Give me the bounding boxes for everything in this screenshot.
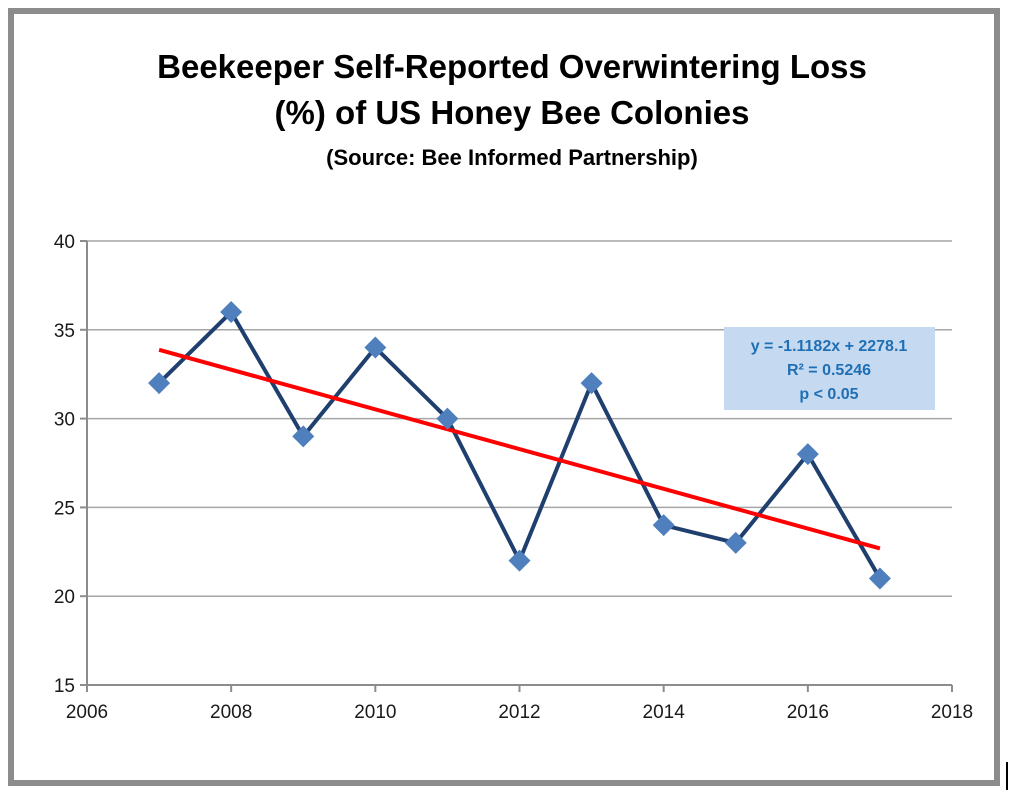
x-tick-label-2016: 2016	[787, 702, 829, 723]
data-point-2009	[292, 425, 315, 448]
equation-line-3: p < 0.05	[799, 386, 858, 403]
data-point-2017	[868, 567, 891, 590]
x-tick-label-2010: 2010	[354, 702, 396, 723]
data-point-2015	[724, 531, 747, 554]
trendline-layer	[158, 347, 881, 551]
gridlines	[87, 240, 952, 597]
y-tick-label-30: 30	[54, 410, 75, 431]
axes	[80, 240, 953, 692]
loss-markers	[148, 301, 891, 590]
y-tick-label-25: 25	[54, 498, 75, 519]
data-point-2014	[652, 514, 675, 537]
chart-title-line-2: (%) of US Honey Bee Colonies	[275, 94, 750, 131]
equation-box	[724, 327, 935, 410]
y-tick-label-15: 15	[54, 676, 75, 697]
x-tick-label-2018: 2018	[931, 702, 973, 723]
data-point-2011	[436, 407, 459, 430]
y-tick-label-35: 35	[54, 321, 75, 342]
data-point-2016	[796, 443, 819, 466]
linear-trendline	[158, 347, 881, 551]
y-tick-labels: 15 20 25 30 35 40	[54, 232, 75, 697]
x-tick-label-2012: 2012	[498, 702, 540, 723]
data-point-2007	[148, 372, 171, 395]
y-tick-label-20: 20	[54, 587, 75, 608]
x-tick-label-2008: 2008	[210, 702, 252, 723]
data-point-2012	[508, 549, 531, 572]
equation-line-1: y = -1.1182x + 2278.1	[751, 338, 908, 355]
x-tick-label-2014: 2014	[643, 702, 686, 723]
chart-subtitle: (Source: Bee Informed Partnership)	[326, 145, 698, 170]
edge-mark	[1006, 762, 1008, 790]
x-tick-labels: 2006 2008 2010 2012 2014 2016 2018	[66, 702, 973, 723]
y-tick-label-40: 40	[54, 232, 75, 253]
data-point-2010	[364, 336, 387, 359]
data-point-2013	[580, 372, 603, 395]
chart-title-line-1: Beekeeper Self-Reported Overwintering Lo…	[157, 48, 867, 85]
data-point-2008	[220, 301, 243, 324]
x-tick-label-2006: 2006	[66, 702, 108, 723]
equation-line-2: R² = 0.5246	[787, 362, 871, 379]
